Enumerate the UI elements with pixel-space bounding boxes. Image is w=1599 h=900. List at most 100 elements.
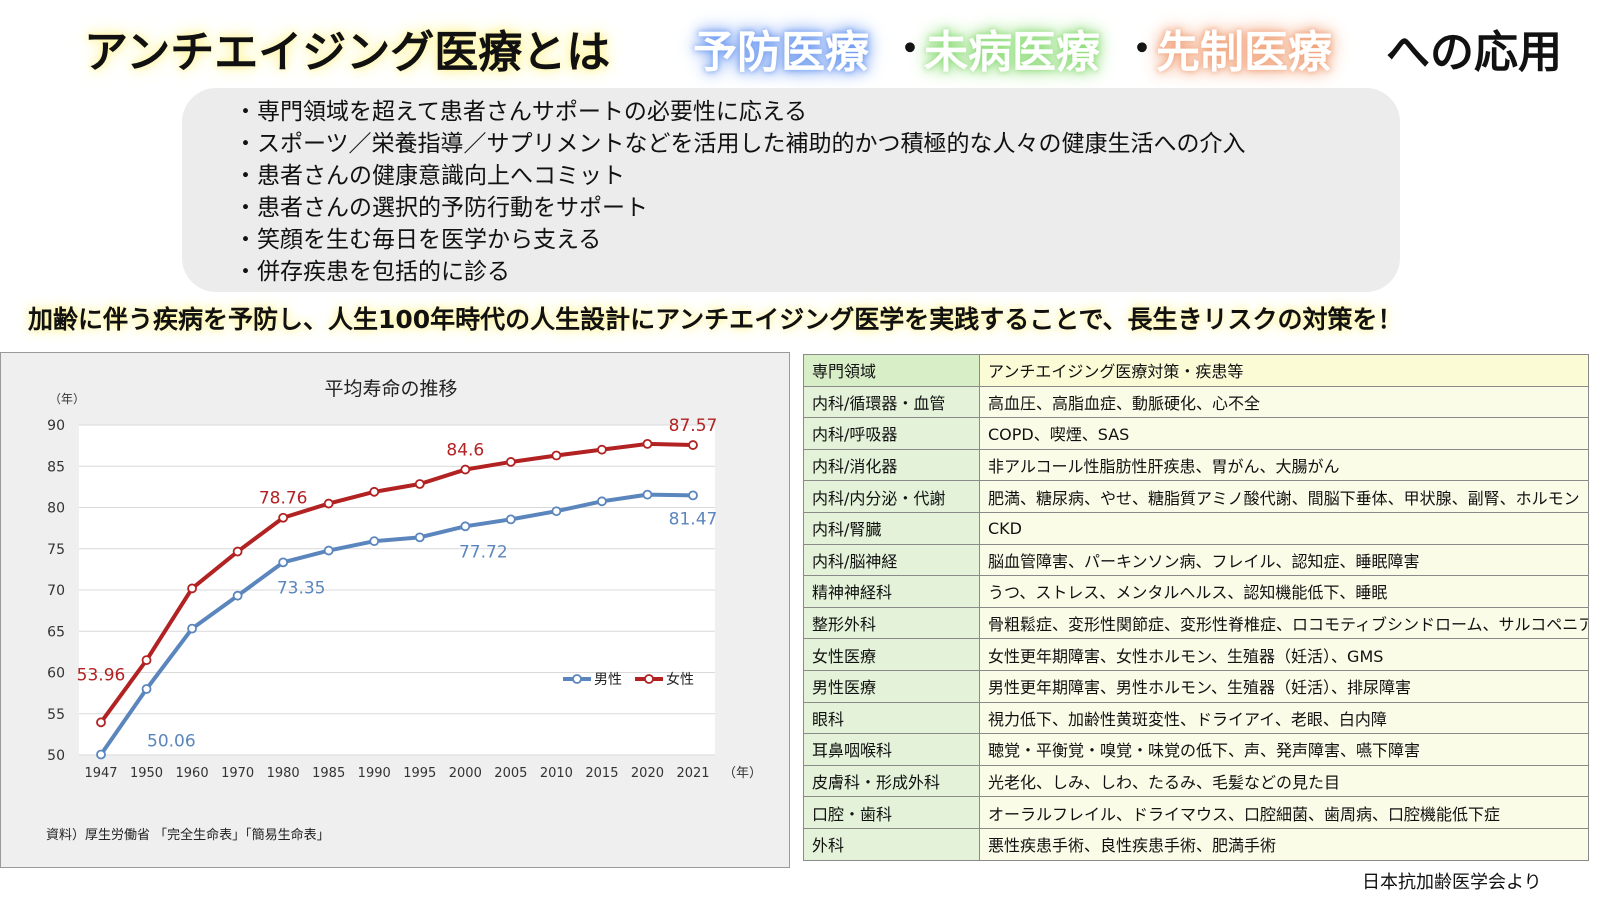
title-suffix: への応用 xyxy=(1386,27,1562,78)
data-point xyxy=(187,623,197,634)
table-row: 内科/内分泌・代謝 肥満、糖尿病、やせ、糖脂質アミノ酸代謝、間脳下垂体、甲状腺、副… xyxy=(803,480,1589,513)
x-tick-label: 1947 xyxy=(84,766,117,781)
table-cell-specialty: 整形外科 xyxy=(803,606,980,640)
data-point xyxy=(642,489,653,500)
data-point xyxy=(141,684,152,694)
title-keyword-prevention: 予防医療 xyxy=(693,27,869,78)
data-point xyxy=(369,536,380,547)
y-tick-label: 60 xyxy=(47,666,65,682)
legend-label: 男性 xyxy=(594,672,622,688)
x-tick-label: 1980 xyxy=(267,766,300,781)
data-point xyxy=(505,514,516,525)
data-label: 78.76 xyxy=(259,489,308,509)
table-row: 内科/腎臓 CKD xyxy=(803,511,1589,545)
banner-message: 加齢に伴う疾病を予防し、人生100年時代の人生設計にアンチエイジング医学を実践す… xyxy=(28,305,1403,334)
table-row: 精神神経科 うつ、ストレス、メンタルヘルス、認知機能低下、睡眠 xyxy=(803,575,1589,608)
y-tick-label: 70 xyxy=(47,583,65,599)
x-tick-label: 1970 xyxy=(221,766,254,781)
bullet-item: ・専門領域を超えて患者さんサポートの必要性に応える xyxy=(234,99,808,125)
table-cell-measures: 視力低下、加齢性黄斑変性、ドライアイ、老眼、白内障 xyxy=(979,701,1589,735)
data-point xyxy=(96,749,106,760)
y-axis-unit-label: （年） xyxy=(49,392,85,406)
table-cell-measures: COPD、喫煙、SAS xyxy=(979,417,1589,450)
data-point xyxy=(323,498,334,509)
y-tick-label: 80 xyxy=(47,501,65,517)
x-tick-label: 2000 xyxy=(449,766,482,781)
table-cell-specialty: 内科/呼吸器 xyxy=(803,417,980,450)
data-point xyxy=(369,486,380,497)
table-cell-specialty: 内科/循環器・血管 xyxy=(803,385,980,419)
table-cell-measures: 骨粗鬆症、変形性関節症、変形性脊椎症、ロコモティブシンドローム、サルコペニア xyxy=(979,606,1589,640)
bullet-item: ・併存疾患を包括的に診る xyxy=(234,259,510,285)
y-tick-label: 55 xyxy=(47,707,65,723)
table-row: 口腔・歯科 オーラルフレイル、ドライマウス、口腔細菌、歯周病、口腔機能低下症 xyxy=(803,796,1589,829)
table-cell-specialty: 眼科 xyxy=(803,701,980,735)
data-label: 53.96 xyxy=(77,665,126,685)
y-tick-label: 50 xyxy=(47,748,65,764)
data-label: 87.57 xyxy=(669,416,718,436)
x-tick-label: 1985 xyxy=(312,766,345,781)
table-row: 内科/消化器 非アルコール性脂肪性肝疾患、胃がん、大腸がん xyxy=(803,448,1589,482)
x-tick-label: 2020 xyxy=(631,766,664,781)
table-cell-specialty: 内科/内分泌・代謝 xyxy=(803,480,980,513)
x-tick-label: 2005 xyxy=(494,766,527,781)
table-row: 眼科 視力低下、加齢性黄斑変性、ドライアイ、老眼、白内障 xyxy=(803,701,1589,735)
title-separator-1: ・ xyxy=(890,26,930,72)
table-cell-measures: 脳血管障害、パーキンソン病、フレイル、認知症、睡眠障害 xyxy=(979,543,1589,577)
data-point xyxy=(414,479,425,489)
data-point xyxy=(278,557,289,568)
table-row: 皮膚科・形成外科 光老化、しみ、しわ、たるみ、毛髪などの見た目 xyxy=(803,764,1589,798)
data-point xyxy=(460,521,471,532)
legend-label: 女性 xyxy=(666,671,694,688)
bullet-item: ・笑顔を生む毎日を医学から支える xyxy=(234,227,602,253)
table-row: 整形外科 骨粗鬆症、変形性関節症、変形性脊椎症、ロコモティブシンドローム、サルコペ… xyxy=(803,606,1589,640)
data-point xyxy=(551,450,562,461)
data-point xyxy=(505,457,516,467)
data-point xyxy=(597,444,607,455)
table-row: 内科/脳神経 脳血管障害、パーキンソン病、フレイル、認知症、睡眠障害 xyxy=(803,543,1589,577)
table-cell-measures: 聴覚・平衡覚・嗅覚・味覚の低下、声、発声障害、嚥下障害 xyxy=(979,733,1589,766)
bullet-item: ・患者さんの健康意識向上へコミット xyxy=(234,163,625,189)
life-expectancy-chart: 50 55 60 65 70 75 80 85 90 1947 1950 1960 1970 1980 19… xyxy=(47,378,762,781)
table-cell-specialty: 外科 xyxy=(803,827,980,861)
data-label: 84.6 xyxy=(446,441,484,461)
table-row: 内科/循環器・血管 高血圧、高脂血症、動脈硬化、心不全 xyxy=(803,385,1589,419)
data-label: 81.47 xyxy=(669,509,718,529)
x-tick-label: 2010 xyxy=(540,766,573,781)
legend-marker xyxy=(644,674,654,684)
y-tick-label: 85 xyxy=(47,459,65,475)
title-keyword-mibyou: 未病医療 xyxy=(924,27,1100,78)
chart-source-note: 資料）厚生労働省 「完全生命表」「簡易生命表」 xyxy=(46,828,330,843)
table-row: 内科/呼吸器 COPD、喫煙、SAS xyxy=(803,417,1589,450)
legend-marker xyxy=(572,674,582,684)
data-label: 77.72 xyxy=(459,542,508,562)
table-header-specialty: 専門領域 xyxy=(803,354,980,387)
table-row: 外科 悪性疾患手術、良性疾患手術、肥満手術 xyxy=(803,827,1589,861)
table-cell-measures: 悪性疾患手術、良性疾患手術、肥満手術 xyxy=(979,827,1589,861)
table-cell-specialty: 口腔・歯科 xyxy=(803,796,980,829)
data-label: 50.06 xyxy=(147,732,196,752)
credit-text: 日本抗加齢医学会より xyxy=(1362,872,1542,893)
data-point xyxy=(642,438,653,449)
slide-title: アンチエイジング医療とは 予防医療 ・ 未病医療 ・ 先制医療 への応用 xyxy=(0,10,1599,82)
data-point xyxy=(688,440,698,450)
bullet-item: ・患者さんの選択的予防行動をサポート xyxy=(234,195,648,221)
table-cell-measures: 肥満、糖尿病、やせ、糖脂質アミノ酸代謝、間脳下垂体、甲状腺、副腎、ホルモン xyxy=(979,480,1589,513)
x-tick-label: 1950 xyxy=(130,766,163,781)
x-tick-label: 1960 xyxy=(176,766,209,781)
series-line-female xyxy=(99,441,694,724)
data-point xyxy=(323,545,334,556)
table-cell-specialty: 皮膚科・形成外科 xyxy=(803,764,980,798)
x-tick-label: 1990 xyxy=(358,766,391,781)
table-cell-measures: 女性更年期障害、女性ホルモン、生殖器（妊活）、GMS xyxy=(979,638,1589,671)
table-cell-measures: オーラルフレイル、ドライマウス、口腔細菌、歯周病、口腔機能低下症 xyxy=(979,796,1589,829)
title-main: アンチエイジング医療とは xyxy=(84,27,611,78)
table-cell-measures: 男性更年期障害、男性ホルモン、生殖器（妊活）、排尿障害 xyxy=(979,669,1589,703)
data-point xyxy=(460,464,471,475)
x-tick-label: 2021 xyxy=(676,766,709,781)
chart-title: 平均寿命の推移 xyxy=(324,378,457,400)
table-cell-specialty: 内科/脳神経 xyxy=(803,543,980,577)
data-point xyxy=(96,717,106,728)
data-point xyxy=(187,583,197,594)
table-cell-measures: 高血圧、高脂血症、動脈硬化、心不全 xyxy=(979,385,1589,419)
